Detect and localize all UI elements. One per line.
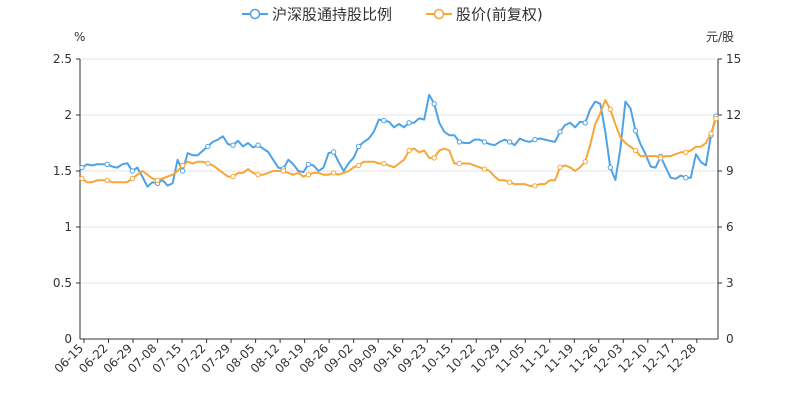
data-point[interactable] xyxy=(356,162,362,169)
y-right-tick-label: 0 xyxy=(726,332,734,346)
grid-lines xyxy=(80,58,718,340)
data-point[interactable] xyxy=(280,168,286,174)
data-point[interactable] xyxy=(557,164,563,171)
data-point[interactable] xyxy=(632,128,639,134)
data-point[interactable] xyxy=(129,175,136,182)
data-point[interactable] xyxy=(129,168,136,174)
y-right-tick-label: 9 xyxy=(726,164,734,178)
legend-item-holding-ratio[interactable]: 沪深股通持股比例 xyxy=(242,6,392,24)
y-left-tick-label: 2 xyxy=(64,108,72,122)
data-point[interactable] xyxy=(104,177,110,184)
x-axis-ticks: 06-1506-2206-2907-0807-1507-2207-2908-05… xyxy=(52,339,699,376)
data-point[interactable] xyxy=(205,143,211,150)
y-left-tick-label: 2.5 xyxy=(53,52,72,66)
axes xyxy=(76,58,722,340)
data-point[interactable] xyxy=(230,142,236,148)
data-point[interactable] xyxy=(230,173,236,180)
y-right-tick-label: 12 xyxy=(726,108,741,122)
data-point[interactable] xyxy=(507,179,513,185)
data-point[interactable] xyxy=(532,136,538,143)
y-right-tick-label: 3 xyxy=(726,276,734,290)
data-point[interactable] xyxy=(406,120,412,126)
data-point[interactable] xyxy=(431,101,437,107)
data-point[interactable] xyxy=(582,120,588,126)
y-left-tick-label: 0.5 xyxy=(53,276,72,290)
legend-marker-share-price xyxy=(433,8,445,20)
series-share-price xyxy=(79,99,719,189)
data-point[interactable] xyxy=(607,164,613,171)
y-left-tick-label: 1 xyxy=(64,220,72,234)
data-point[interactable] xyxy=(713,116,719,122)
right-axis-unit: 元/股 xyxy=(706,30,734,44)
data-point[interactable] xyxy=(305,161,312,168)
data-point[interactable] xyxy=(683,175,689,181)
data-point[interactable] xyxy=(607,106,613,113)
data-point[interactable] xyxy=(381,160,387,167)
legend-marker-holding-ratio xyxy=(249,8,261,20)
legend-label-holding-ratio: 沪深股通持股比例 xyxy=(272,6,392,24)
data-point[interactable] xyxy=(79,175,85,182)
data-point[interactable] xyxy=(255,142,261,148)
data-point[interactable] xyxy=(330,149,337,155)
y-axis-ticks: 0 0.5 1 1.5 2 2.5 0 3 6 9 12 15 xyxy=(53,52,741,346)
data-point[interactable] xyxy=(381,117,387,124)
data-point[interactable] xyxy=(456,139,463,145)
data-point[interactable] xyxy=(658,155,664,161)
data-point[interactable] xyxy=(79,164,85,171)
data-point[interactable] xyxy=(356,143,362,150)
data-point[interactable] xyxy=(456,160,463,167)
y-left-tick-label: 1.5 xyxy=(53,164,72,178)
data-point[interactable] xyxy=(582,159,588,165)
y-right-tick-label: 6 xyxy=(726,220,734,234)
data-point[interactable] xyxy=(330,170,337,176)
data-point[interactable] xyxy=(406,147,412,154)
data-point[interactable] xyxy=(632,147,639,154)
series-line xyxy=(81,93,717,188)
series-layer xyxy=(79,93,719,189)
legend-item-share-price[interactable]: 股价(前复权) xyxy=(426,6,543,24)
data-point[interactable] xyxy=(205,160,211,167)
data-point[interactable] xyxy=(507,139,513,145)
data-point[interactable] xyxy=(154,177,161,184)
data-point[interactable] xyxy=(481,139,488,145)
left-axis-unit: % xyxy=(74,30,85,44)
data-point[interactable] xyxy=(104,161,110,168)
data-point[interactable] xyxy=(532,183,538,189)
data-point[interactable] xyxy=(179,168,186,174)
data-point[interactable] xyxy=(305,172,312,178)
data-point[interactable] xyxy=(557,129,563,135)
legend-label-share-price: 股价(前复权) xyxy=(456,6,543,24)
data-point[interactable] xyxy=(179,162,186,169)
data-point[interactable] xyxy=(255,172,261,178)
data-point[interactable] xyxy=(683,149,689,156)
data-point[interactable] xyxy=(708,131,714,137)
data-point[interactable] xyxy=(431,155,437,161)
data-point[interactable] xyxy=(481,166,488,172)
chart-legend[interactable]: 沪深股通持股比例 股价(前复权) xyxy=(242,6,543,24)
series-holding-ratio xyxy=(79,93,719,188)
y-left-tick-label: 0 xyxy=(64,332,72,346)
y-right-tick-label: 15 xyxy=(726,52,741,66)
